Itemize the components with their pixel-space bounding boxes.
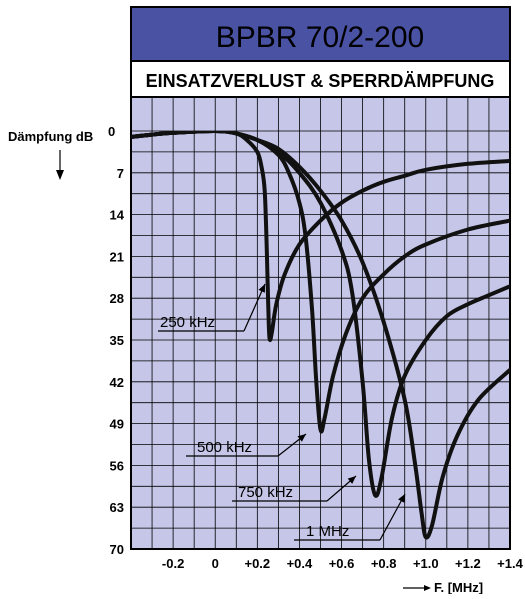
x-tick-label: +1.0 xyxy=(413,556,439,571)
annotation-leader-line xyxy=(379,493,406,541)
tick-labels: 0 7 14 21 28 35 42 49 56 63 70 -0.2 0 +0.2 +0.4 +0.6 +0.… xyxy=(108,124,524,571)
y-tick-label: 7 xyxy=(117,166,124,181)
title-box xyxy=(130,6,511,62)
annotations: 250 kHz 500 kHz 750 kHz 1 MHz xyxy=(158,283,406,541)
y-tick-label: 28 xyxy=(110,291,124,306)
annotation-arrowhead xyxy=(398,494,405,503)
y-tick-label: 49 xyxy=(110,417,124,432)
subtitle-box xyxy=(130,60,511,98)
series-annotation-label: 750 kHz xyxy=(238,484,293,501)
series-line-4 xyxy=(131,131,510,540)
y-tick-label: 21 xyxy=(110,249,124,264)
x-tick-label: +1.2 xyxy=(455,556,481,571)
y-axis-label: Dämpfung dB xyxy=(8,129,93,144)
y-tick-label: 63 xyxy=(110,500,124,515)
y-tick-label: 56 xyxy=(110,458,124,473)
chart-subtitle: EINSATZVERLUST & SPERRDÄMPFUNG xyxy=(146,71,495,91)
annotation-arrowhead xyxy=(258,284,265,293)
x-tick-label: +0.8 xyxy=(371,556,397,571)
x-tick-label: +1.4 xyxy=(497,556,523,571)
y-tick-label: 70 xyxy=(110,542,124,557)
x-axis-label: F. [MHz] xyxy=(434,580,483,594)
x-axis-arrow-icon xyxy=(403,585,431,591)
x-tick-label: -0.2 xyxy=(162,556,184,571)
y-tick-label: 42 xyxy=(110,375,124,390)
annotation-arrowhead xyxy=(297,434,306,442)
series-annotation-label: 500 kHz xyxy=(197,439,252,456)
x-tick-label: +0.6 xyxy=(329,556,355,571)
series-annotation-label: 250 kHz xyxy=(160,314,215,331)
y-tick-label: 35 xyxy=(110,333,124,348)
annotation-leader-line xyxy=(243,283,266,332)
annotation-arrowhead xyxy=(347,476,356,484)
series-group xyxy=(131,131,510,540)
series-annotation-label: 1 MHz xyxy=(306,523,349,540)
x-tick-label: 0 xyxy=(212,556,219,571)
y-axis-arrow-icon xyxy=(56,150,64,180)
y-tick-label: 0 xyxy=(108,124,115,139)
y-tick-label: 14 xyxy=(110,208,125,223)
chart-title: BPBR 70/2-200 xyxy=(216,21,424,54)
x-tick-label: +0.2 xyxy=(244,556,270,571)
x-tick-label: +0.4 xyxy=(287,556,313,571)
